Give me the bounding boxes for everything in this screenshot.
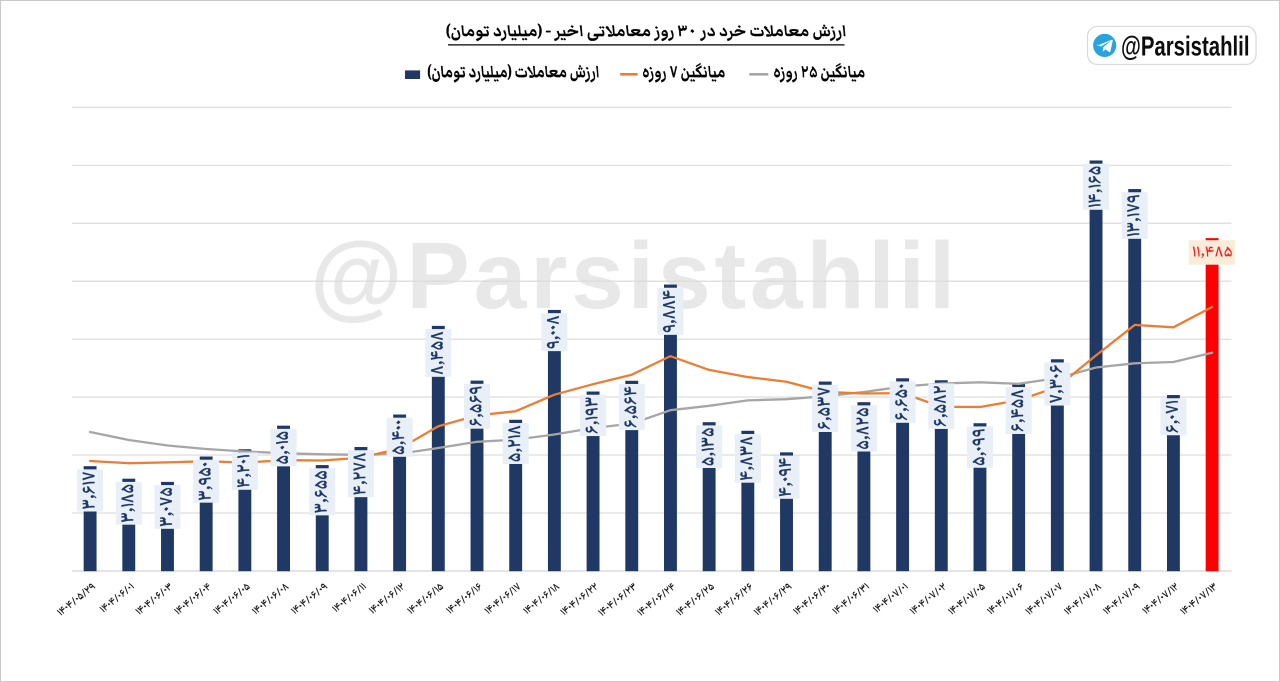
svg-text:@Parsistahlil: @Parsistahlil — [310, 223, 959, 329]
svg-text:@Parsistahlil: @Parsistahlil — [1121, 30, 1250, 61]
